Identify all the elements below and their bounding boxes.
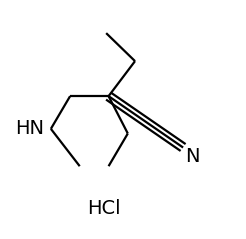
Text: N: N <box>185 147 200 166</box>
Text: HN: HN <box>15 119 44 138</box>
Text: HCl: HCl <box>87 199 121 218</box>
